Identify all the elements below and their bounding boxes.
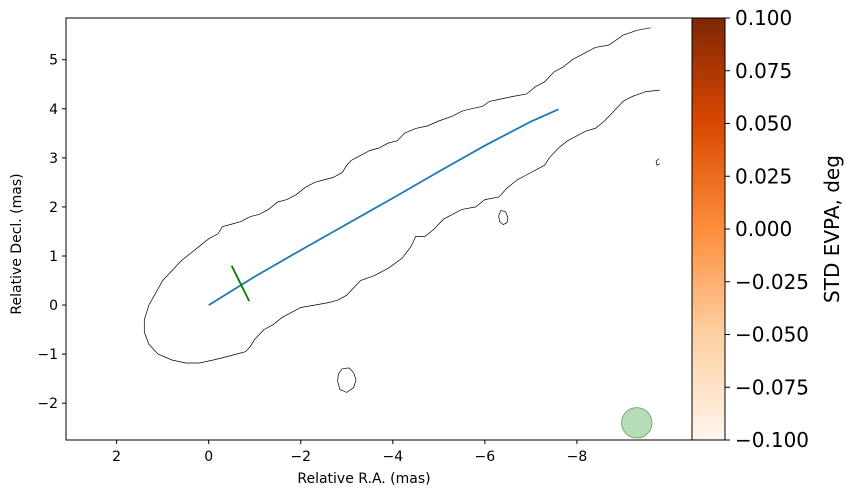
plot-frame [65, 17, 693, 441]
colorbar-tick-label: 0.100 [735, 6, 792, 30]
colorbar-label: STD EVPA, deg [820, 155, 844, 303]
y-tick-label: −2 [37, 396, 58, 412]
x-tick-label: 2 [112, 449, 121, 465]
colorbar-tick-label: 0.050 [735, 112, 792, 136]
y-tick-label: 2 [49, 200, 58, 216]
colorbar-tick-label: −0.075 [735, 375, 809, 399]
y-tick-label: 4 [49, 102, 58, 118]
x-tick-label: −8 [567, 449, 588, 465]
colorbar-tick-label: 0.025 [735, 164, 792, 188]
y-tick-label: −1 [37, 347, 58, 363]
x-tick-label: −4 [382, 449, 403, 465]
plot-area [143, 27, 660, 439]
colorbar: 0.100 0.075 0.050 0.025 0.000 −0.025 −0.050 −0.… [691, 6, 844, 452]
colorbar-tick-label: −0.100 [735, 428, 809, 452]
axes: 2 0 −2 −4 −6 −8 −2 −1 0 1 2 3 4 5 Relative R.A. (mas) R… [9, 17, 693, 487]
y-axis-label: Relative Decl. (mas) [9, 173, 25, 314]
series-line-1 [230, 265, 251, 302]
x-tick-label: −6 [475, 449, 496, 465]
y-tick-label: 0 [49, 298, 58, 314]
contour-blob-right [498, 210, 509, 226]
contour-blob-left [337, 367, 357, 393]
y-tick-label: 3 [49, 151, 58, 167]
contour-blob-edge [655, 158, 660, 166]
colorbar-tick-label: 0.000 [735, 217, 792, 241]
contour-jet-outline [143, 27, 660, 364]
colorbar-tick-label: −0.025 [735, 270, 809, 294]
colorbar-gradient [691, 17, 726, 441]
beam-ellipse [621, 407, 653, 439]
colorbar-tick-label: 0.075 [735, 59, 792, 83]
x-tick-label: 0 [204, 449, 213, 465]
x-axis-label: Relative R.A. (mas) [297, 471, 430, 487]
colorbar-tick-label: −0.050 [735, 323, 809, 347]
y-tick-label: 1 [49, 249, 58, 265]
series-line-0 [208, 108, 559, 306]
y-tick-label: 5 [49, 53, 58, 69]
x-tick-label: −2 [290, 449, 311, 465]
